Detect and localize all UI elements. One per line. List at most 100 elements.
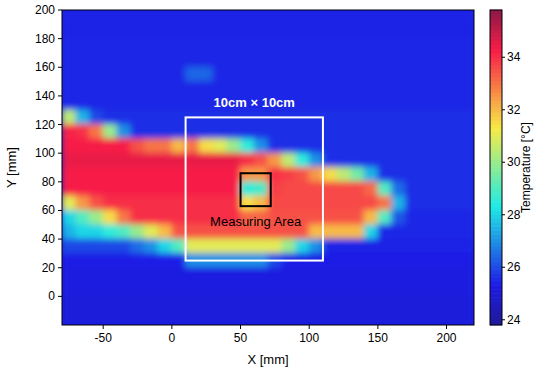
heatmap-cell	[199, 81, 214, 96]
heatmap-cell	[419, 24, 434, 39]
x-tick-label: 200	[437, 331, 457, 345]
heatmap-cell	[432, 110, 447, 125]
colorbar-title: Temperature [°C]	[519, 122, 533, 213]
heatmap-cell	[75, 67, 90, 82]
heatmap-cell	[336, 210, 351, 225]
heatmap-cell	[171, 181, 186, 196]
heatmap-cell	[446, 53, 461, 68]
heatmap-cell	[419, 110, 434, 125]
heatmap-cell	[309, 239, 324, 254]
heatmap-cell	[103, 153, 118, 168]
heatmap-cell	[62, 196, 76, 211]
heatmap-cell	[144, 110, 159, 125]
heatmap-cell	[144, 67, 159, 82]
heatmap-cell	[268, 296, 283, 311]
heatmap-cell	[405, 67, 420, 82]
region-label: Measuring Area	[210, 214, 302, 229]
heatmap-cell	[350, 38, 365, 53]
heatmap-cell	[295, 10, 310, 25]
heatmap-cell	[144, 253, 159, 268]
heatmap-cell	[391, 153, 406, 168]
heatmap-cell	[309, 296, 324, 311]
colorbar-step	[490, 85, 502, 90]
x-tick	[240, 325, 241, 329]
heatmap-cell	[117, 38, 132, 53]
colorbar-step	[490, 167, 502, 172]
colorbar-step	[490, 309, 502, 314]
heatmap-cell	[405, 181, 420, 196]
heatmap-cell	[117, 267, 132, 282]
heatmap-cell	[460, 96, 474, 111]
heatmap-cell	[103, 210, 118, 225]
heatmap-cell	[213, 196, 228, 211]
heatmap-cell	[432, 167, 447, 182]
heatmap-cell	[309, 10, 324, 25]
heatmap-cell	[391, 196, 406, 211]
chart: 10cm × 10cmMeasuring Area-50050100150200…	[0, 0, 540, 372]
heatmap-cell	[336, 253, 351, 268]
heatmap-cell	[254, 153, 269, 168]
heatmap-cell	[350, 210, 365, 225]
heatmap-cell	[226, 24, 241, 39]
heatmap-cell	[405, 296, 420, 311]
heatmap-cell	[158, 239, 173, 254]
heatmap-cell	[377, 267, 392, 282]
heatmap-cell	[171, 196, 186, 211]
heatmap-cell	[446, 224, 461, 239]
x-tick	[377, 325, 378, 329]
heatmap-cell	[350, 239, 365, 254]
heatmap-cell	[336, 153, 351, 168]
y-tick-label: 40	[42, 232, 56, 246]
heatmap-cells	[62, 10, 474, 325]
heatmap-cell	[446, 67, 461, 82]
heatmap-cell	[117, 239, 132, 254]
heatmap-cell	[323, 267, 338, 282]
heatmap-cell	[144, 81, 159, 96]
heatmap-cell	[460, 153, 474, 168]
heatmap-cell	[199, 53, 214, 68]
heatmap-cell	[62, 24, 76, 39]
colorbar-step	[490, 195, 502, 200]
heatmap-cell	[446, 110, 461, 125]
heatmap-cell	[158, 53, 173, 68]
heatmap-cell	[432, 210, 447, 225]
heatmap-cell	[199, 24, 214, 39]
y-axis-title: Y [mm]	[4, 147, 19, 188]
heatmap-cell	[446, 296, 461, 311]
heatmap-cell	[117, 24, 132, 39]
heatmap-cell	[377, 53, 392, 68]
heatmap-cell	[281, 138, 296, 153]
colorbar-step	[490, 155, 502, 160]
heatmap-cell	[350, 167, 365, 182]
heatmap-cell	[130, 210, 145, 225]
heatmap-cell	[432, 310, 447, 325]
colorbar-step	[490, 293, 502, 298]
colorbar-step	[490, 128, 502, 133]
heatmap-cell	[323, 81, 338, 96]
heatmap-cell	[350, 53, 365, 68]
regions	[186, 117, 323, 260]
heatmap-cell	[226, 282, 241, 297]
heatmap-cell	[309, 167, 324, 182]
heatmap-cell	[336, 239, 351, 254]
colorbar-step	[490, 187, 502, 192]
y-tick	[58, 239, 62, 240]
heatmap-cell	[377, 210, 392, 225]
heatmap-cell	[254, 24, 269, 39]
heatmap-cell	[199, 239, 214, 254]
colorbar-step	[490, 183, 502, 188]
heatmap-cell	[171, 67, 186, 82]
heatmap-cell	[199, 38, 214, 53]
heatmap-cell	[336, 110, 351, 125]
heatmap-cell	[62, 67, 76, 82]
heatmap-cell	[62, 167, 76, 182]
heatmap-cell	[89, 196, 104, 211]
heatmap-cell	[62, 210, 76, 225]
heatmap-cell	[89, 24, 104, 39]
heatmap-cell	[185, 38, 200, 53]
heatmap-cell	[158, 124, 173, 139]
heatmap-cell	[323, 181, 338, 196]
heatmap-cell	[130, 81, 145, 96]
heatmap-cell	[364, 282, 379, 297]
colorbar-step	[490, 175, 502, 180]
